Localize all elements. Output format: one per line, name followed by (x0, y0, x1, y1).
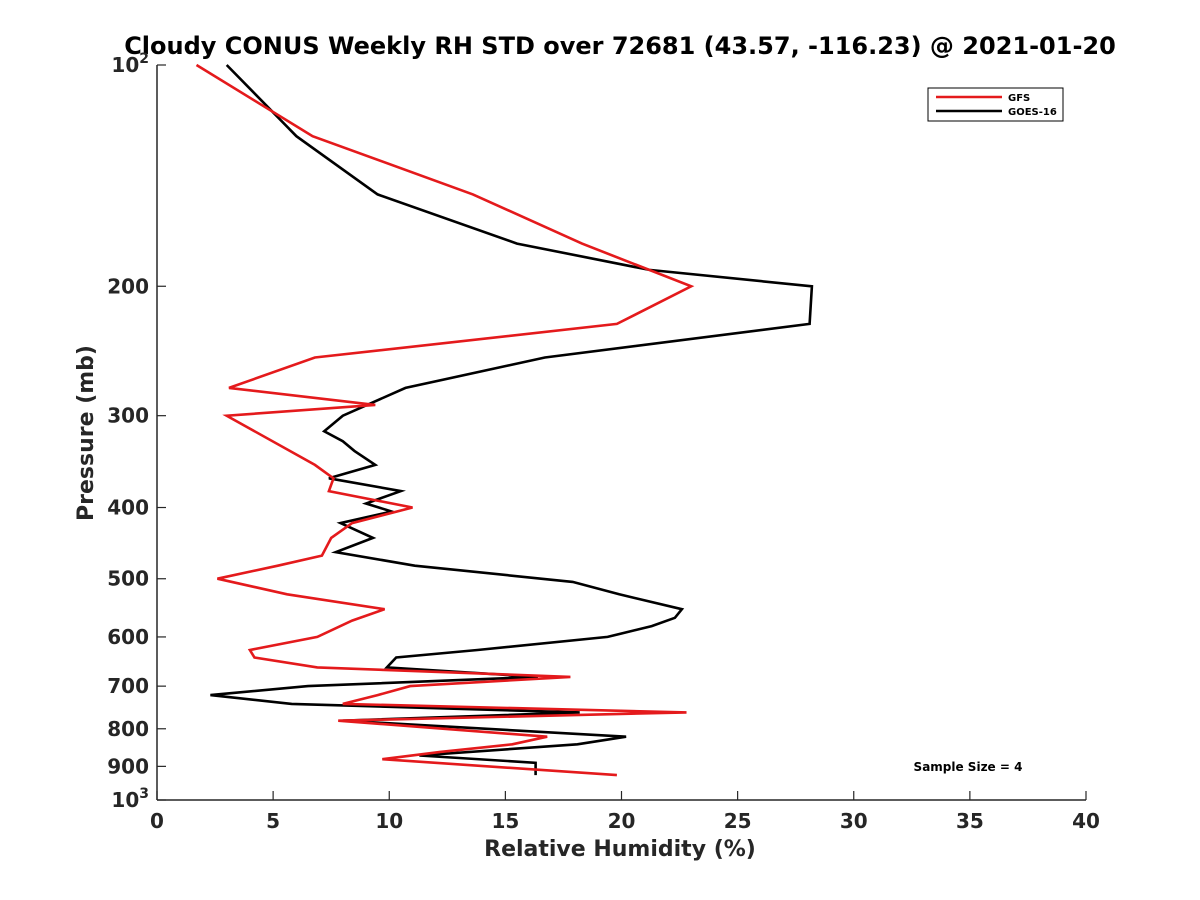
x-tick-label: 0 (150, 809, 164, 833)
x-tick-label: 40 (1072, 809, 1100, 833)
legend-box (927, 87, 1064, 122)
y-tick-label: 800 (107, 717, 149, 741)
y-tick-label: 700 (107, 674, 149, 698)
x-tick-label: 20 (608, 809, 636, 833)
legend: GFS GOES-16 (927, 87, 1064, 122)
series-group (195, 63, 814, 777)
y-tick-label: 500 (107, 567, 149, 591)
y-tick-label: 102 (111, 51, 149, 77)
x-tick-label: 5 (266, 809, 280, 833)
series-line-gfs (195, 63, 695, 777)
x-tick-label: 25 (724, 809, 752, 833)
x-tick-label: 35 (956, 809, 984, 833)
x-axis-label: Relative Humidity (%) (484, 837, 756, 862)
sample-size-annotation: Sample Size = 4 (914, 760, 1023, 774)
y-tick-label: 300 (107, 404, 149, 428)
x-tick-label: 30 (840, 809, 868, 833)
x-tick-label: 10 (375, 809, 403, 833)
y-tick-label: 600 (107, 625, 149, 649)
y-axis-label: Pressure (mb) (74, 345, 99, 521)
y-tick-label: 200 (107, 274, 149, 298)
y-tick-label: 400 (107, 496, 149, 520)
y-tick-label: 103 (111, 786, 149, 812)
series-line-goes-16 (210, 64, 814, 776)
chart-title: Cloudy CONUS Weekly RH STD over 72681 (4… (124, 32, 1116, 60)
x-tick-label: 15 (491, 809, 519, 833)
y-tick-label: 900 (107, 754, 149, 778)
ticks: 0 5 10 15 20 25 30 35 40 102 200 300 400 500 600 700 800… (107, 51, 1100, 833)
legend-label-gfs: GFS (1008, 93, 1030, 104)
legend-label-goes-16: GOES-16 (1008, 107, 1057, 118)
axes (156, 65, 1086, 801)
